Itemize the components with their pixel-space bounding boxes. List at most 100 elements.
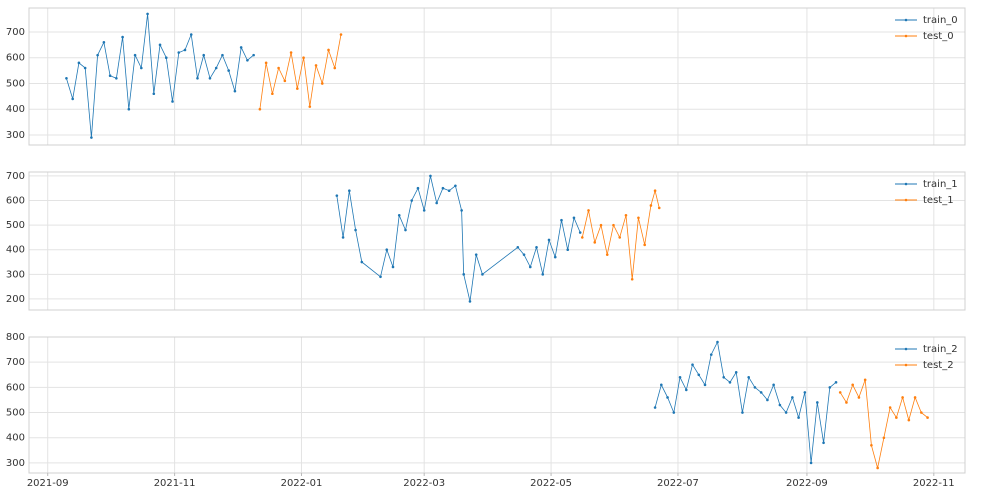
point <box>283 79 287 83</box>
plot-frame <box>28 171 966 311</box>
point <box>391 265 395 269</box>
point <box>926 416 929 419</box>
point <box>845 401 848 404</box>
y-tick-label: 300 <box>6 130 25 141</box>
point <box>189 33 193 36</box>
point <box>454 184 457 188</box>
point <box>599 223 603 227</box>
point <box>784 411 788 414</box>
point <box>901 396 904 399</box>
x-tick-label: 2022-01 <box>281 478 323 489</box>
point <box>637 216 640 220</box>
point <box>258 107 262 111</box>
point <box>90 136 93 139</box>
x-tick-label: 2021-09 <box>27 478 69 489</box>
point <box>202 53 206 57</box>
point <box>327 48 330 52</box>
point <box>227 69 230 72</box>
point <box>271 92 274 96</box>
legend-marker <box>904 363 908 367</box>
point <box>560 218 563 222</box>
point <box>722 375 726 379</box>
point <box>741 411 744 414</box>
y-tick-label: 700 <box>6 171 25 182</box>
x-tick-label: 2022-05 <box>530 478 572 489</box>
point <box>728 381 732 384</box>
y-tick-label: 800 <box>6 332 25 343</box>
point <box>857 396 861 399</box>
series-line <box>259 34 342 110</box>
point <box>441 186 445 190</box>
y-tick-label: 500 <box>6 220 25 231</box>
point <box>697 373 701 377</box>
point <box>158 43 162 47</box>
point <box>605 253 609 256</box>
point <box>410 199 414 202</box>
point <box>797 416 800 419</box>
legend-label: train_0 <box>923 15 958 26</box>
point <box>460 209 463 212</box>
point <box>233 89 237 93</box>
point <box>547 238 551 242</box>
point <box>838 391 842 394</box>
point <box>528 265 532 269</box>
point <box>895 416 898 419</box>
point <box>566 248 570 252</box>
point <box>772 383 775 387</box>
point <box>759 391 763 394</box>
point <box>96 53 99 57</box>
point <box>643 243 646 247</box>
point <box>816 401 819 404</box>
point <box>140 66 143 70</box>
point <box>360 260 364 264</box>
point <box>341 236 345 239</box>
y-tick-label: 400 <box>6 433 25 444</box>
series-line <box>336 175 581 302</box>
x-tick-label: 2022-03 <box>403 478 445 489</box>
x-tick-label: 2021-11 <box>154 478 196 489</box>
plot-frame <box>28 7 966 146</box>
point <box>522 253 526 256</box>
legend-label: test_0 <box>923 31 954 42</box>
point <box>152 92 156 96</box>
point <box>691 363 694 367</box>
point <box>593 241 597 244</box>
point <box>171 100 174 103</box>
point <box>333 66 337 70</box>
point <box>822 441 825 445</box>
point <box>653 189 657 192</box>
point <box>221 53 224 57</box>
point <box>65 77 68 80</box>
point <box>422 209 426 212</box>
point <box>907 418 911 422</box>
point <box>108 74 112 78</box>
point <box>734 370 738 374</box>
point <box>851 383 854 387</box>
point <box>379 275 382 279</box>
y-tick-label: 500 <box>6 408 25 419</box>
point <box>572 216 576 220</box>
point <box>429 174 432 178</box>
point <box>252 53 255 57</box>
y-tick-label: 600 <box>6 53 25 64</box>
point <box>672 411 676 414</box>
point <box>516 245 520 249</box>
point <box>462 273 466 276</box>
legend-marker <box>904 34 908 38</box>
point <box>660 383 663 387</box>
point <box>289 51 293 54</box>
point <box>624 213 628 217</box>
y-tick-label: 300 <box>6 458 25 469</box>
point <box>164 56 168 60</box>
point <box>920 411 923 414</box>
point <box>146 12 149 16</box>
point <box>709 353 713 356</box>
point <box>913 396 917 399</box>
point <box>578 231 582 234</box>
point <box>102 40 106 44</box>
point <box>666 396 669 399</box>
point <box>778 403 782 407</box>
point <box>468 300 472 303</box>
point <box>127 107 131 111</box>
point <box>876 466 879 470</box>
